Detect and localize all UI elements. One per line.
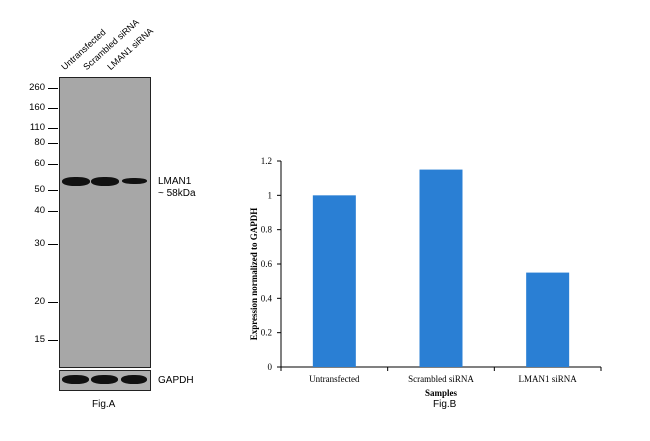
- x-tick-label: Scrambled siRNA: [408, 374, 474, 384]
- mw-label-160: 160: [29, 102, 45, 113]
- mw-tick-15: [48, 340, 58, 341]
- target-name: LMAN1: [158, 176, 192, 187]
- y-axis-title: Expression normalized to GAPDH: [249, 208, 259, 341]
- bar: [312, 195, 356, 367]
- mw-label-80: 80: [34, 137, 45, 148]
- mw-label-15: 15: [34, 334, 45, 345]
- y-tick-label: 0.4: [261, 293, 273, 303]
- target-size: ~ 58kDa: [158, 188, 196, 199]
- gapdh-label: GAPDH: [158, 375, 194, 386]
- mw-label-60: 60: [34, 158, 45, 169]
- mw-label-20: 20: [34, 296, 45, 307]
- y-tick-label: 0: [268, 362, 273, 372]
- x-axis-title: Samples: [425, 388, 458, 398]
- bar: [526, 272, 570, 367]
- y-tick-label: 1.2: [261, 156, 272, 166]
- y-tick-label: 0.8: [261, 225, 273, 235]
- x-tick-label: LMAN1 siRNA: [519, 374, 578, 384]
- mw-tick-260: [48, 88, 58, 89]
- fig-a-caption: Fig.A: [92, 399, 116, 410]
- mw-tick-60: [48, 164, 58, 165]
- bar: [419, 169, 463, 367]
- band-lman1-lane-2: [91, 177, 119, 186]
- mw-tick-40: [48, 211, 58, 212]
- band-gapdh-lane-2: [91, 375, 118, 384]
- mw-label-30: 30: [34, 238, 45, 249]
- blot-membrane: [59, 77, 151, 368]
- mw-tick-20: [48, 302, 58, 303]
- mw-label-50: 50: [34, 184, 45, 195]
- y-tick-label: 0.6: [261, 259, 273, 269]
- mw-tick-30: [48, 244, 58, 245]
- mw-tick-50: [48, 190, 58, 191]
- band-gapdh-lane-1: [62, 375, 89, 384]
- fig-b-caption: Fig.B: [433, 399, 457, 410]
- mw-tick-80: [48, 143, 58, 144]
- band-lman1-lane-3: [122, 178, 147, 184]
- target-label: LMAN1 ~ 58kDa: [158, 176, 196, 200]
- mw-label-260: 260: [29, 82, 45, 93]
- mw-tick-110: [48, 128, 58, 129]
- mw-label-40: 40: [34, 205, 45, 216]
- band-lman1-lane-1: [62, 177, 90, 186]
- band-gapdh-lane-3: [121, 375, 147, 384]
- mw-tick-160: [48, 108, 58, 109]
- x-tick-label: Untransfected: [309, 374, 360, 384]
- y-tick-label: 0.2: [261, 328, 272, 338]
- mw-label-110: 110: [29, 122, 45, 133]
- y-tick-label: 1: [268, 190, 273, 200]
